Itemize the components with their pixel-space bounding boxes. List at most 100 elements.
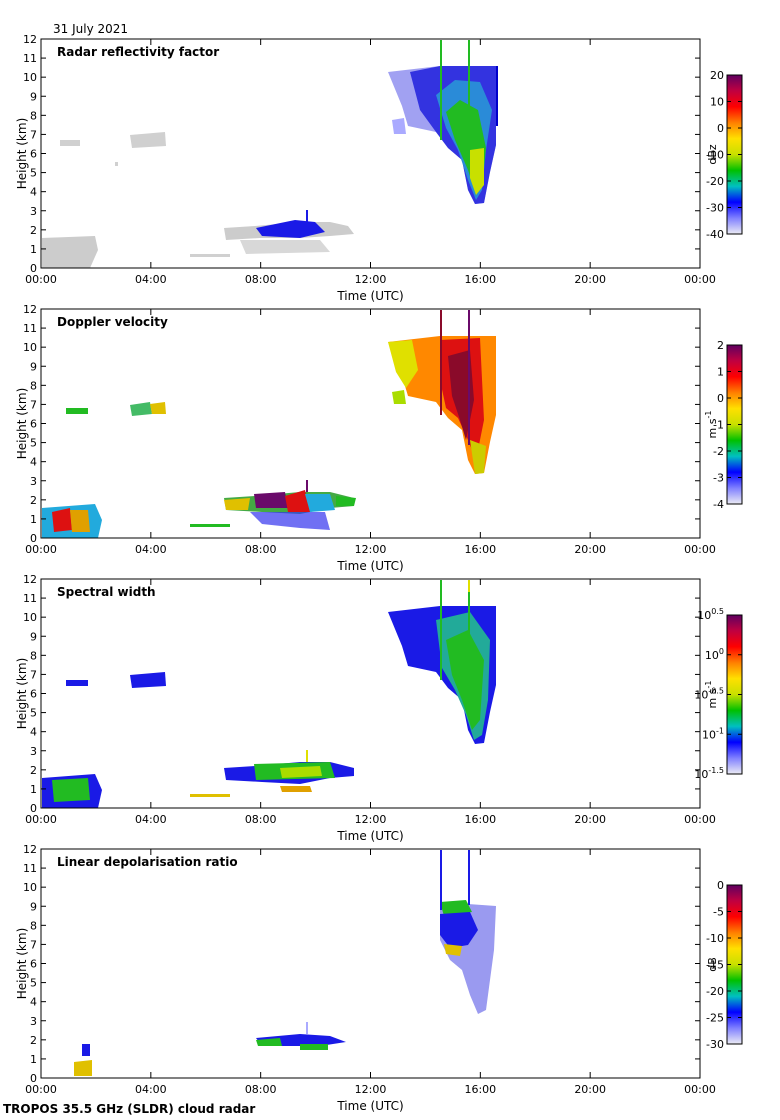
y-tick-label: 11 (23, 592, 37, 605)
x-tick-label: 08:00 (245, 813, 277, 826)
y-tick-label: 7 (30, 128, 37, 141)
y-tick-label: 6 (30, 148, 37, 161)
x-tick-label: 08:00 (245, 543, 277, 556)
colorbar-tick-label: -25 (706, 1012, 724, 1025)
y-tick-label: 7 (30, 398, 37, 411)
x-tick-label: 16:00 (464, 813, 496, 826)
x-tick-label: 16:00 (464, 273, 496, 286)
y-tick-label: 11 (23, 862, 37, 875)
echo-layer (42, 40, 498, 268)
colorbar-tick-label: 100.5 (697, 607, 724, 622)
y-tick-label: 9 (30, 630, 37, 643)
x-tick-label: 04:00 (135, 273, 167, 286)
colorbar-tick-label: 0 (717, 392, 724, 405)
y-axis-label: Height (km) (15, 118, 29, 189)
colorbar-label: dB (706, 957, 719, 972)
x-axis-label: Time (UTC) (336, 559, 403, 573)
panel-title: Radar reflectivity factor (57, 45, 219, 59)
y-tick-label: 11 (23, 52, 37, 65)
y-tick-label: 8 (30, 649, 37, 662)
echo-layer (42, 580, 496, 808)
y-tick-label: 1 (30, 513, 37, 526)
y-tick-label: 9 (30, 90, 37, 103)
colorbar-tick-label: 10 (710, 96, 724, 109)
colorbar-tick-label: 10-0.5 (694, 687, 724, 702)
y-tick-label: 5 (30, 707, 37, 720)
y-tick-label: 10 (23, 71, 37, 84)
y-tick-label: 12 (23, 303, 37, 316)
y-tick-label: 12 (23, 573, 37, 586)
y-tick-label: 12 (23, 843, 37, 856)
y-tick-label: 5 (30, 437, 37, 450)
y-tick-label: 6 (30, 418, 37, 431)
x-tick-label: 04:00 (135, 543, 167, 556)
y-tick-label: 10 (23, 881, 37, 894)
x-axis-label: Time (UTC) (336, 829, 403, 843)
y-tick-label: 4 (30, 996, 37, 1009)
y-tick-label: 8 (30, 919, 37, 932)
x-tick-label: 12:00 (355, 813, 387, 826)
colorbar-tick-label: -15 (706, 959, 724, 972)
y-tick-label: 9 (30, 360, 37, 373)
footer-label: TROPOS 35.5 GHz (SLDR) cloud radar (3, 1102, 255, 1116)
y-tick-label: 0 (30, 532, 37, 545)
y-tick-label: 4 (30, 186, 37, 199)
colorbar-tick-label: -1 (713, 419, 724, 432)
x-tick-label: 16:00 (464, 543, 496, 556)
colorbar-tick-label: -20 (706, 985, 724, 998)
colorbar-tick-label: 1 (717, 366, 724, 379)
x-tick-label: 12:00 (355, 1083, 387, 1096)
y-tick-label: 10 (23, 611, 37, 624)
colorbar-label: dBz (706, 144, 719, 165)
y-axis-label: Height (km) (15, 928, 29, 999)
x-tick-label: 00:00 (25, 813, 57, 826)
panel-title: Linear depolarisation ratio (57, 855, 238, 869)
panel-title: Doppler velocity (57, 315, 168, 329)
x-tick-label: 00:00 (25, 1083, 57, 1096)
y-tick-label: 3 (30, 745, 37, 758)
colorbar-tick-label: 0 (717, 879, 724, 892)
y-tick-label: 9 (30, 900, 37, 913)
y-tick-label: 1 (30, 1053, 37, 1066)
x-tick-label: 00:00 (25, 543, 57, 556)
y-tick-label: 2 (30, 764, 37, 777)
colorbar-tick-label: -30 (706, 202, 724, 215)
colorbar-label: m s-1 (704, 411, 719, 439)
echo-layer (74, 850, 496, 1076)
x-tick-label: 00:00 (684, 273, 716, 286)
x-tick-label: 00:00 (684, 1083, 716, 1096)
colorbar-tick-label: -5 (713, 906, 724, 919)
colorbar-tick-label: 0 (717, 122, 724, 135)
x-tick-label: 20:00 (574, 1083, 606, 1096)
colorbar-tick-label: -3 (713, 472, 724, 485)
x-tick-label: 20:00 (574, 543, 606, 556)
x-tick-label: 04:00 (135, 1083, 167, 1096)
y-tick-label: 1 (30, 243, 37, 256)
date-label: 31 July 2021 (53, 22, 128, 36)
colorbar-tick-label: 2 (717, 339, 724, 352)
y-tick-label: 0 (30, 1072, 37, 1085)
y-tick-label: 3 (30, 205, 37, 218)
x-tick-label: 12:00 (355, 273, 387, 286)
y-axis-label: Height (km) (15, 388, 29, 459)
colorbar-tick-label: -2 (713, 445, 724, 458)
y-tick-label: 11 (23, 322, 37, 335)
x-tick-label: 04:00 (135, 813, 167, 826)
y-tick-label: 6 (30, 958, 37, 971)
colorbar-tick-label: -10 (706, 149, 724, 162)
y-tick-label: 0 (30, 802, 37, 815)
colorbar-tick-label: -4 (713, 498, 724, 511)
y-tick-label: 6 (30, 688, 37, 701)
y-tick-label: 3 (30, 1015, 37, 1028)
x-tick-label: 20:00 (574, 813, 606, 826)
y-tick-label: 2 (30, 1034, 37, 1047)
x-tick-label: 16:00 (464, 1083, 496, 1096)
colorbar-tick-label: -20 (706, 175, 724, 188)
x-tick-label: 08:00 (245, 1083, 277, 1096)
y-tick-label: 1 (30, 783, 37, 796)
colorbar-tick-label: -10 (706, 932, 724, 945)
y-tick-label: 0 (30, 262, 37, 275)
x-axis-label: Time (UTC) (336, 1099, 403, 1113)
